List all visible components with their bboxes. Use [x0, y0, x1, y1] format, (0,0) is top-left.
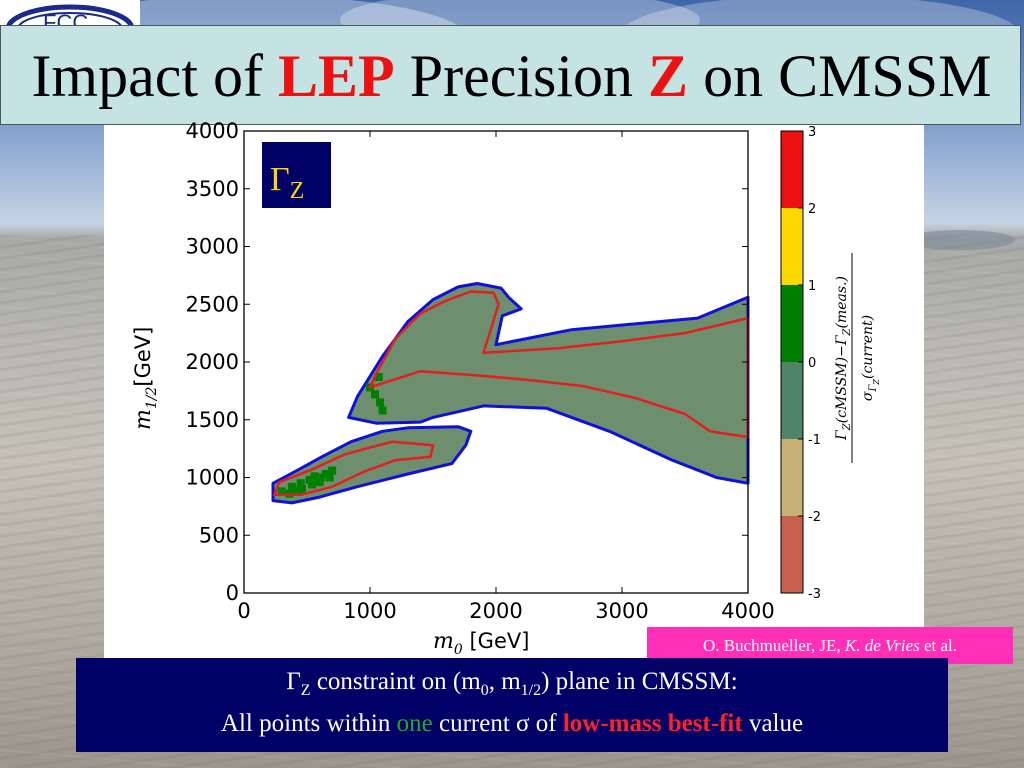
y-tick-label-4: 2000 — [186, 350, 239, 374]
x-tick-label-2: 2000 — [469, 599, 522, 623]
colorbar-tick-label-3: 0 — [808, 356, 816, 371]
title-lep: LEP — [278, 43, 395, 109]
caption-line1-text: constraint on (m — [310, 668, 481, 695]
title-bar: Impact of LEP Precision Z on CMSSM — [0, 25, 1021, 125]
y-tick-label-6: 3000 — [186, 235, 239, 259]
colorbar-tick-label-5: -2 — [808, 510, 821, 525]
citation-box: O. Buchmueller, JE, K. de Vries et al. — [647, 627, 1013, 664]
x-tick-label-0: 0 — [237, 599, 250, 623]
title-z: Z — [648, 43, 689, 109]
caption-box: ΓZ constraint on (m0, m1/2) plane in CMS… — [76, 658, 948, 752]
colorbar-tick-label-6: -3 — [808, 587, 821, 602]
caption-comma: , m — [488, 668, 521, 695]
panel-label-box — [262, 142, 331, 208]
caption-line-2: All points within one current σ of low-m… — [76, 710, 948, 738]
colorbar-band-0 — [781, 131, 803, 208]
green-cell-9 — [310, 472, 319, 481]
caption-gamma-sub: Z — [300, 682, 311, 699]
green-cell-13 — [297, 485, 306, 494]
green-cell-15 — [315, 478, 324, 487]
caption-mhalf-sub: 1/2 — [520, 682, 542, 699]
colorbar-tick-label-1: 2 — [808, 202, 816, 217]
x-tick-label-1: 1000 — [343, 599, 396, 623]
title-part-1: Impact of — [31, 43, 279, 109]
colorbar-band-5 — [781, 516, 803, 593]
x-tick-label-3: 3000 — [595, 599, 648, 623]
green-cell-1 — [371, 390, 380, 399]
colorbar-numerator: ΓZ(cMSSM)−ΓZ(meas.) — [834, 276, 853, 441]
y-tick-label-8: 4000 — [186, 119, 239, 143]
colorbar-band-3 — [781, 362, 803, 439]
title-part-3: on CMSSM — [688, 43, 992, 109]
caption-gamma: Γ — [286, 668, 301, 695]
caption-one: one — [396, 710, 433, 737]
y-tick-label-2: 1000 — [186, 466, 239, 490]
green-cell-6 — [287, 482, 296, 491]
green-cell-10 — [316, 473, 325, 482]
green-cell-12 — [328, 466, 337, 475]
colorbar-label: ΓZ(cMSSM)−ΓZ(meas.) σΓZ(current) — [834, 253, 881, 463]
y-tick-label-7: 3500 — [186, 177, 239, 201]
colorbar-band-1 — [781, 208, 803, 285]
colorbar-tick-label-4: -1 — [808, 433, 821, 448]
slide-title: Impact of LEP Precision Z on CMSSM — [1, 26, 1022, 126]
green-cell-7 — [296, 479, 305, 488]
caption-line-1: ΓZ constraint on (m0, m1/2) plane in CMS… — [76, 668, 948, 700]
citation-authors: O. Buchmueller, JE, — [703, 636, 845, 655]
one-sigma-contour-upper — [368, 290, 750, 439]
x-axis-label: m0 [GeV] — [433, 629, 529, 658]
y-tick-label-1: 500 — [199, 523, 239, 547]
caption-m0-sub: 0 — [480, 682, 489, 699]
green-cell-4 — [374, 373, 383, 382]
green-cell-16 — [325, 473, 334, 482]
y-axis-label: m1/2[GeV] — [131, 327, 160, 430]
caption-line2-a: All points within — [220, 710, 397, 737]
colorbar-band-4 — [781, 439, 803, 516]
citation-italic-author: K. de Vries — [844, 636, 920, 655]
caption-line1-end: ) plane in CMSSM: — [541, 668, 738, 695]
colorbar-tick-label-0: 3 — [808, 125, 816, 140]
title-part-2: Precision — [394, 43, 649, 109]
caption-best-fit: low-mass best-fit — [562, 710, 743, 737]
green-cell-5 — [277, 487, 286, 496]
caption-line2-b: current σ of — [432, 710, 563, 737]
y-tick-label-5: 2500 — [186, 292, 239, 316]
panel-label: ΓZ — [270, 161, 304, 204]
colorbar-denominator: σΓZ(current) — [860, 315, 881, 401]
one-sigma-contour-lower — [272, 440, 435, 497]
caption-line2-c: value — [742, 710, 804, 737]
green-cell-14 — [308, 480, 317, 489]
green-cell-18 — [292, 486, 301, 495]
citation-suffix: et al. — [919, 636, 957, 655]
green-cell-3 — [378, 406, 387, 415]
green-cell-8 — [305, 475, 314, 484]
y-tick-label-3: 1500 — [186, 408, 239, 432]
y-tick-label-0: 0 — [226, 581, 239, 605]
green-cell-2 — [376, 398, 385, 407]
colorbar-band-2 — [781, 285, 803, 362]
colorbar-tick-label-2: 1 — [808, 279, 816, 294]
x-tick-label-4: 4000 — [721, 599, 774, 623]
